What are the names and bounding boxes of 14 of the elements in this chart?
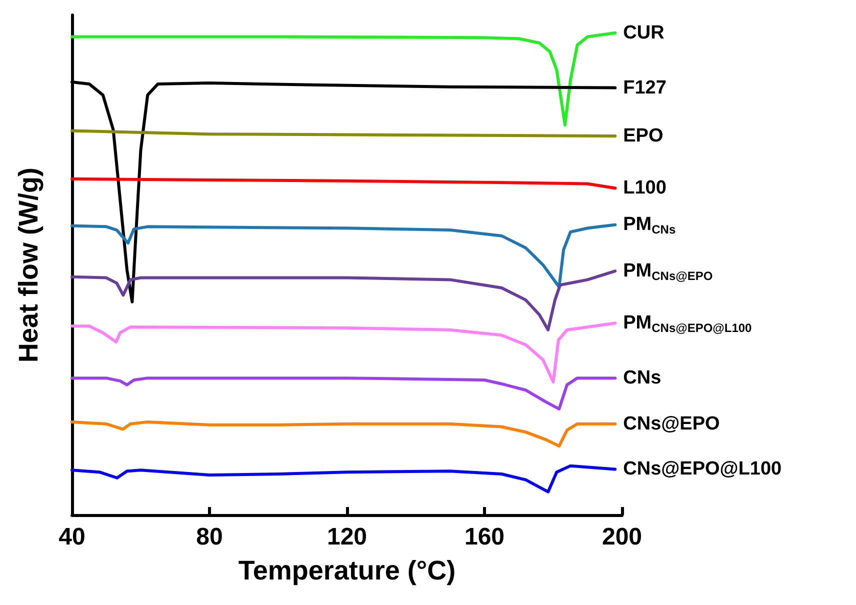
x-tick-label: 160 (464, 524, 505, 550)
x-tick-label: 120 (326, 524, 368, 550)
series-label: F127 (623, 77, 666, 98)
series-label: L100 (623, 178, 666, 199)
x-tick-label: 200 (602, 524, 642, 550)
y-axis-title: Heat flow (W/g) (14, 168, 44, 362)
x-tick-label: 80 (196, 524, 223, 550)
series-label: CNs@EPO (623, 413, 720, 434)
x-tick-label: 40 (58, 524, 86, 550)
series-label: EPO (623, 126, 664, 147)
series-label: CNs (623, 368, 662, 389)
x-axis-title: Temperature (°C) (238, 556, 456, 586)
series-label: CNs@EPO@L100 (623, 458, 782, 480)
series-label: CUR (623, 22, 665, 44)
